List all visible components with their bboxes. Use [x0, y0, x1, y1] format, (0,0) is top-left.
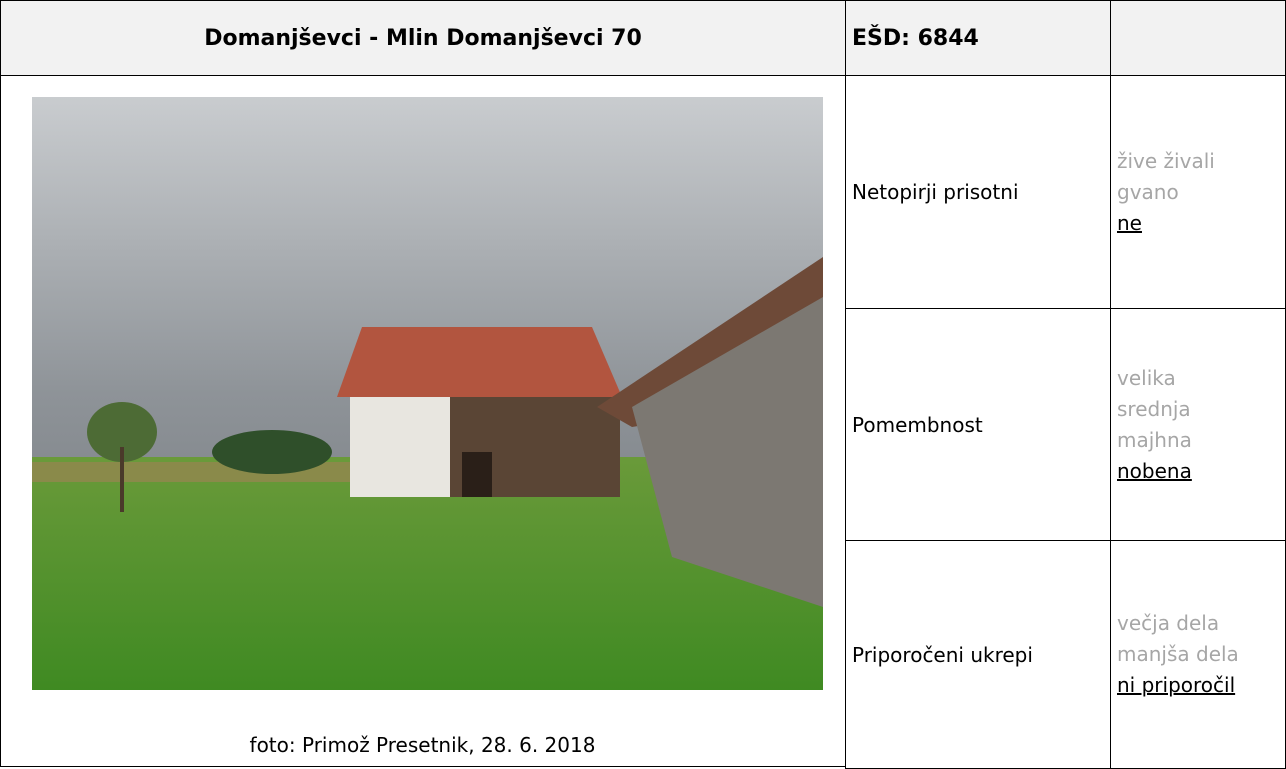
option: velika: [1117, 363, 1285, 394]
option: ni priporočil: [1117, 670, 1285, 701]
header-empty: [1110, 0, 1286, 76]
option: nobena: [1117, 456, 1285, 487]
row-label: Pomembnost: [845, 308, 1111, 541]
option: večja dela: [1117, 608, 1285, 639]
option: žive živali: [1117, 146, 1285, 177]
title: Domanjševci - Mlin Domanjševci 70: [0, 0, 846, 76]
photo-caption: foto: Primož Presetnik, 28. 6. 2018: [0, 733, 845, 757]
option: gvano: [1117, 177, 1285, 208]
page: Domanjševci - Mlin Domanjševci 70 EŠD: 6…: [0, 0, 1286, 767]
row-label: Priporočeni ukrepi: [845, 540, 1111, 769]
code: EŠD: 6844: [845, 0, 1111, 76]
option: ne: [1117, 208, 1285, 239]
option: srednja: [1117, 394, 1285, 425]
option: manjša dela: [1117, 639, 1285, 670]
row-label: Netopirji prisotni: [845, 75, 1111, 309]
option: majhna: [1117, 425, 1285, 456]
photo: [32, 97, 823, 690]
